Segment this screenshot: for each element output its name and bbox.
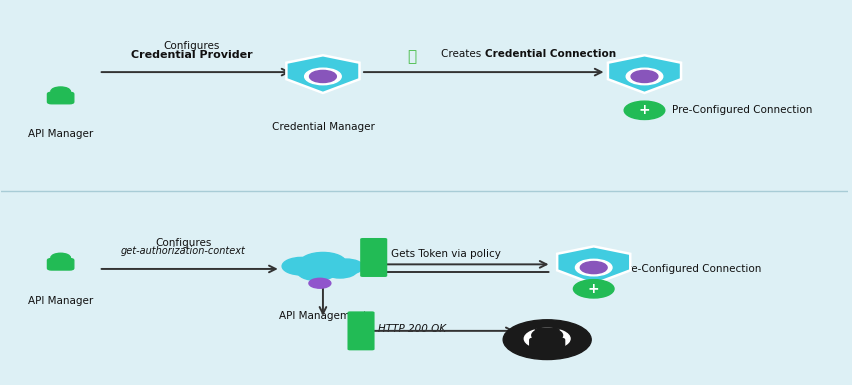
Circle shape [532,328,562,342]
Circle shape [573,280,614,298]
Circle shape [51,87,71,96]
Text: get-authorization-context: get-authorization-context [121,246,245,256]
Text: Credential Provider: Credential Provider [131,50,252,60]
Text: API Management: API Management [279,311,367,321]
Text: Configures: Configures [164,41,220,51]
FancyBboxPatch shape [48,92,74,104]
Text: 🔗: 🔗 [407,49,417,64]
Text: Pre-Configured Connection: Pre-Configured Connection [621,264,761,274]
Text: HTTP 200 OK: HTTP 200 OK [378,324,446,334]
Text: Credential Manager: Credential Manager [272,122,374,132]
Circle shape [580,261,607,274]
Polygon shape [557,246,630,284]
Circle shape [309,278,331,288]
Text: +: + [639,103,650,117]
Circle shape [524,328,570,349]
Circle shape [51,253,71,262]
FancyBboxPatch shape [360,238,388,277]
Circle shape [504,320,591,360]
Polygon shape [608,55,681,93]
Circle shape [329,259,363,275]
Circle shape [297,263,337,281]
Polygon shape [286,55,360,93]
Text: Creates: Creates [441,49,485,59]
Text: Credential Connection: Credential Connection [486,49,617,59]
Text: API Manager: API Manager [28,296,93,306]
Circle shape [323,263,357,278]
Circle shape [309,70,337,82]
Text: Pre-Configured Connection: Pre-Configured Connection [671,105,812,116]
Circle shape [282,258,321,275]
Circle shape [626,68,663,85]
Text: +: + [588,282,600,296]
Circle shape [300,253,346,273]
Text: Gets Token via policy: Gets Token via policy [390,249,500,259]
Polygon shape [550,327,560,330]
Circle shape [631,70,658,82]
FancyBboxPatch shape [348,311,375,350]
FancyBboxPatch shape [48,258,74,270]
Circle shape [625,101,665,119]
FancyBboxPatch shape [530,338,565,350]
Text: API Manager: API Manager [28,129,93,139]
Circle shape [575,259,612,276]
Circle shape [305,68,341,85]
Polygon shape [535,327,544,330]
Text: Configures: Configures [155,238,211,248]
